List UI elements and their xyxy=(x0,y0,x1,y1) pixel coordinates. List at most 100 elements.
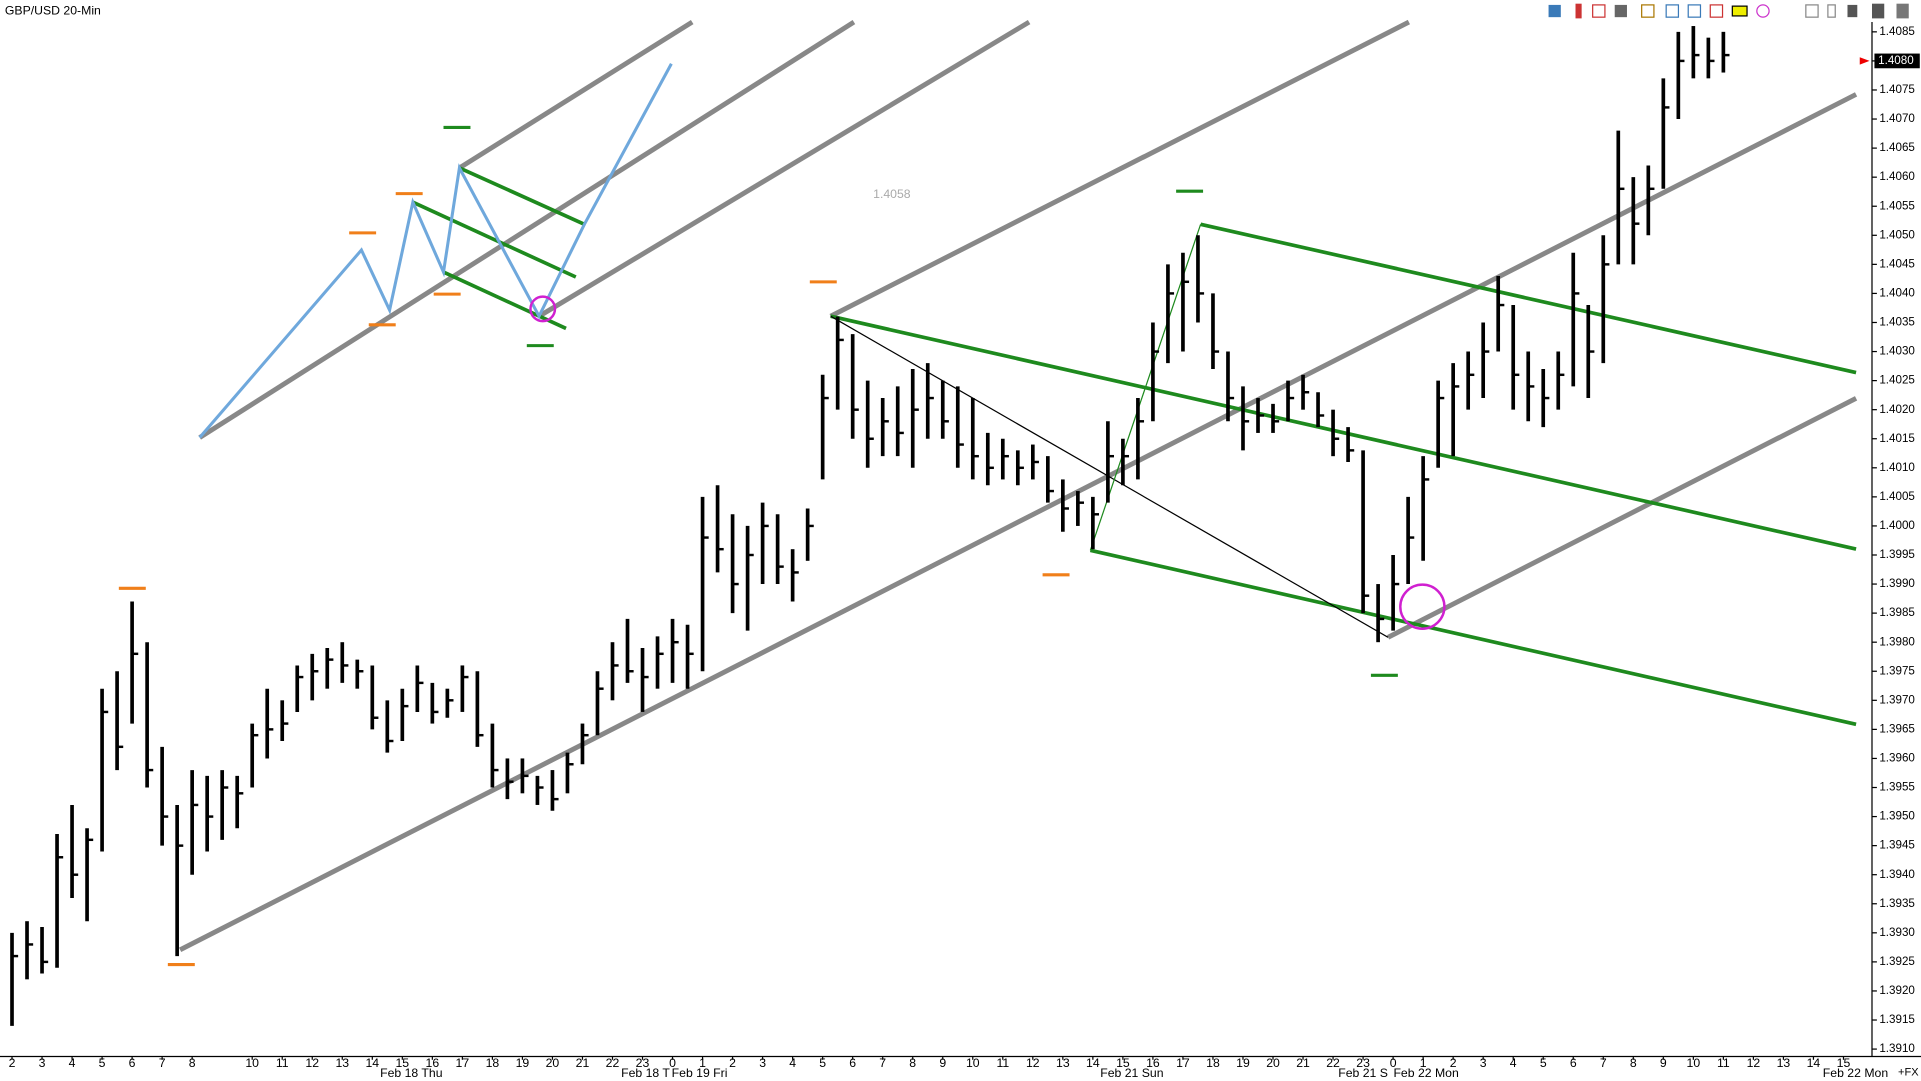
drawings xyxy=(118,19,1858,967)
x-tick-label: 8 xyxy=(189,1056,196,1070)
gray-fork xyxy=(178,19,1858,953)
tool-icon[interactable] xyxy=(1805,4,1819,18)
x-tick-label: 3 xyxy=(39,1056,46,1070)
y-tick-label: 1.4040 xyxy=(1879,286,1915,299)
y-tick-label: 1.3960 xyxy=(1879,752,1915,765)
toolbar xyxy=(1548,3,1909,19)
x-tick-label: 23 xyxy=(1356,1056,1370,1070)
x-tick-label: 4 xyxy=(69,1056,76,1070)
x-tick-label: 12 xyxy=(305,1056,319,1070)
x-tick-label: 6 xyxy=(849,1056,856,1070)
y-tick-label: 1.3935 xyxy=(1879,897,1915,910)
x-tick-label: 2 xyxy=(9,1056,16,1070)
x-tick-label: 12 xyxy=(1747,1056,1761,1070)
marker-circle xyxy=(1399,583,1446,630)
annotation: 1.4058 xyxy=(873,187,911,201)
x-tick-label: 11 xyxy=(1717,1056,1730,1070)
x-tick-label: 3 xyxy=(759,1056,766,1070)
date-label: Feb 18 Thu xyxy=(380,1066,442,1080)
x-tick-label: 6 xyxy=(1570,1056,1577,1070)
last-price-arrow xyxy=(1859,57,1870,65)
tool-icon[interactable] xyxy=(1871,3,1885,19)
source-label: +FX xyxy=(1898,1066,1919,1078)
y-tick-label: 1.4015 xyxy=(1879,432,1915,445)
x-tick-label: 1 xyxy=(1420,1056,1427,1070)
x-tick-label: 21 xyxy=(576,1056,590,1070)
tool-icon[interactable] xyxy=(1614,4,1627,18)
x-tick-label: 0 xyxy=(1390,1056,1397,1070)
tool-icon[interactable] xyxy=(1827,4,1836,18)
y-tick-label: 1.4055 xyxy=(1879,199,1915,212)
x-tick-label: 13 xyxy=(335,1056,349,1070)
x-tick-label: 22 xyxy=(606,1056,620,1070)
x-tick-label: 8 xyxy=(909,1056,916,1070)
x-tick-label: 2 xyxy=(1450,1056,1457,1070)
y-tick-label: 1.4030 xyxy=(1879,345,1915,358)
y-tick-label: 1.3945 xyxy=(1879,839,1915,852)
y-tick-label: 1.4085 xyxy=(1879,25,1915,38)
tool-icon[interactable] xyxy=(1592,4,1606,18)
y-tick-label: 1.3940 xyxy=(1879,868,1915,881)
tool-icon[interactable] xyxy=(1575,3,1582,19)
x-tick-label: 2 xyxy=(729,1056,736,1070)
y-tick-label: 1.3970 xyxy=(1879,693,1915,706)
x-tick-label: 11 xyxy=(276,1056,289,1070)
x-tick-label: 4 xyxy=(789,1056,796,1070)
x-tick-label: 10 xyxy=(245,1056,259,1070)
x-tick-label: 7 xyxy=(159,1056,166,1070)
y-tick-label: 1.4075 xyxy=(1879,83,1915,96)
x-tick-label: 20 xyxy=(546,1056,560,1070)
x-tick-label: 10 xyxy=(1687,1056,1701,1070)
y-tick-label: 1.3955 xyxy=(1879,781,1915,794)
x-tick-label: 3 xyxy=(1480,1056,1487,1070)
tool-icon[interactable] xyxy=(1665,4,1680,18)
date-label: Feb 21 S xyxy=(1338,1066,1388,1080)
tool-icon[interactable] xyxy=(1896,3,1909,19)
x-tick-label: 15 xyxy=(1116,1056,1130,1070)
x-tick-label: 18 xyxy=(486,1056,500,1070)
x-tick-label: 22 xyxy=(1326,1056,1340,1070)
y-tick-label: 1.4035 xyxy=(1879,316,1915,329)
green-fork xyxy=(412,166,1857,727)
x-tick-label: 16 xyxy=(1146,1056,1160,1070)
x-tick-label: 8 xyxy=(1630,1056,1637,1070)
last-price-box xyxy=(1874,53,1920,69)
date-label: Feb 21 Sun xyxy=(1100,1066,1164,1080)
x-tick-label: 5 xyxy=(819,1056,826,1070)
x-tick-label: 12 xyxy=(1026,1056,1040,1070)
x-tick-label: 16 xyxy=(426,1056,440,1070)
tool-icon[interactable] xyxy=(1756,4,1770,18)
date-label: Feb 22 Mon xyxy=(1823,1066,1889,1080)
x-tick-label: 15 xyxy=(396,1056,410,1070)
tool-icon[interactable] xyxy=(1641,4,1655,18)
x-tick-label: 17 xyxy=(1176,1056,1190,1070)
y-tick-label: 1.3915 xyxy=(1879,1013,1915,1026)
y-tick-label: 1.3990 xyxy=(1879,577,1915,590)
x-tick-label: 14 xyxy=(1807,1056,1821,1070)
x-tick-label: 5 xyxy=(99,1056,106,1070)
y-tick-label: 1.3925 xyxy=(1879,955,1915,968)
date-label: Feb 22 Mon xyxy=(1393,1066,1459,1080)
tool-icon[interactable] xyxy=(1687,4,1702,18)
x-tick-label: 13 xyxy=(1056,1056,1070,1070)
y-tick-label: 1.3920 xyxy=(1879,984,1915,997)
x-tick-label: 20 xyxy=(1266,1056,1280,1070)
x-tick-label: 18 xyxy=(1206,1056,1220,1070)
x-tick-label: 0 xyxy=(669,1056,676,1070)
y-tick-label: 1.4025 xyxy=(1879,374,1915,387)
x-tick-label: 19 xyxy=(516,1056,530,1070)
y-tick-label: 1.4070 xyxy=(1879,112,1915,125)
x-tick-label: 17 xyxy=(456,1056,470,1070)
tool-icon[interactable] xyxy=(1847,4,1858,18)
green-dashes xyxy=(443,125,1398,677)
y-tick-label: 1.3950 xyxy=(1879,810,1915,823)
tool-icon[interactable] xyxy=(1548,4,1561,18)
last-price-label: 1.4080 xyxy=(1878,54,1914,67)
tool-icon[interactable] xyxy=(1731,5,1748,17)
x-tick-label: 5 xyxy=(1540,1056,1547,1070)
tool-icon[interactable] xyxy=(1709,4,1724,18)
x-tick-label: 1 xyxy=(699,1056,706,1070)
x-tick-label: 14 xyxy=(1086,1056,1100,1070)
y-tick-label: 1.3980 xyxy=(1879,635,1915,648)
